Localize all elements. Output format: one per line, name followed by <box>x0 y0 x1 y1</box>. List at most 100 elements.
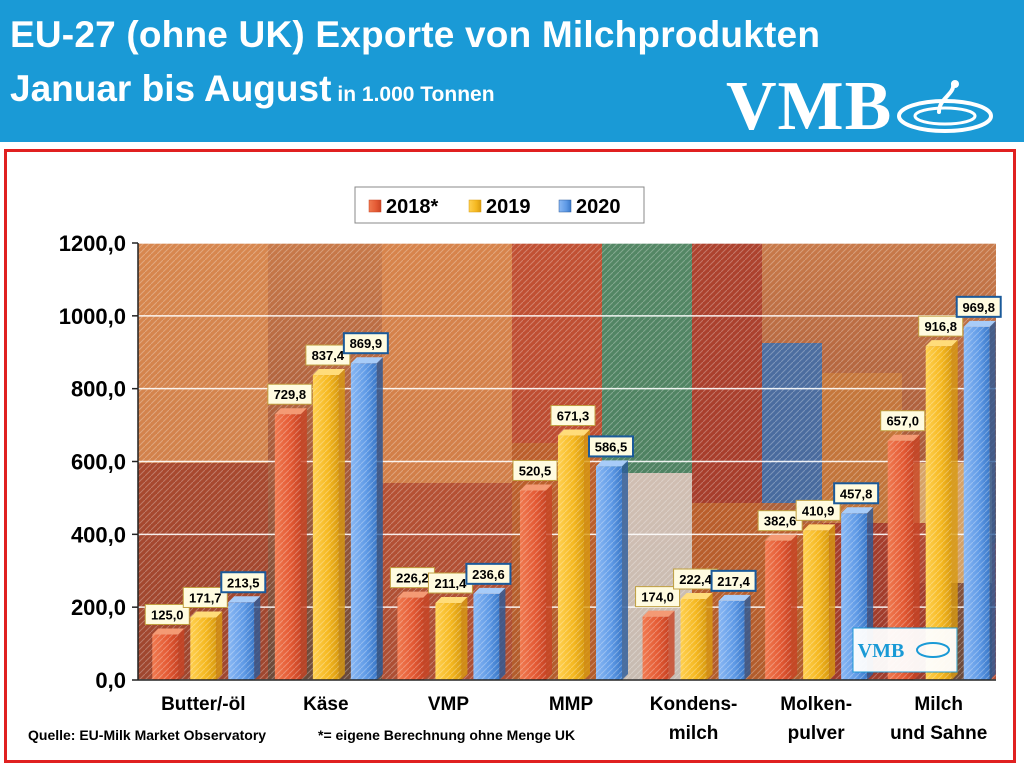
category-label: Käse <box>303 694 348 715</box>
bar-top <box>435 597 468 604</box>
data-label-box <box>635 586 681 608</box>
data-label-box <box>880 410 926 432</box>
data-label-box <box>710 569 757 592</box>
data-label: 520,5 <box>519 463 552 478</box>
bar-side <box>829 524 836 680</box>
bar-top <box>841 507 874 514</box>
data-label: 125,0 <box>151 607 184 622</box>
data-label: 410,9 <box>802 503 835 518</box>
y-tick-label: 1000,0 <box>59 304 126 329</box>
axes: 0,0 200,0 400,0 600,0 800,0 1000,0 1200,0 Butte… <box>59 231 996 744</box>
category-label: pulver <box>788 723 846 744</box>
bars <box>152 320 996 680</box>
legend-box <box>354 186 645 224</box>
data-label-box <box>955 295 1002 318</box>
data-label-box <box>144 603 190 625</box>
bar-side <box>668 610 675 680</box>
bar-side <box>300 408 307 680</box>
bar-side <box>951 340 958 680</box>
data-label-box <box>182 586 228 608</box>
y-tick-label: 200,0 <box>71 595 126 620</box>
bar-top <box>765 534 798 541</box>
data-label-box <box>588 435 634 458</box>
bar-top <box>397 591 430 598</box>
data-labels: 125,0 171,7 213,5 729,8 837,4 869,9 226,2 211,4… <box>144 295 1002 673</box>
data-label: 586,5 <box>595 439 628 454</box>
data-label: 671,3 <box>557 409 590 424</box>
data-label: 869,9 <box>350 336 383 351</box>
chart-frame: 0,0 200,0 400,0 600,0 800,0 1000,0 1200,0 Butte… <box>4 149 1016 763</box>
bar-side <box>499 587 506 680</box>
bar-top <box>190 611 223 618</box>
bar-top <box>596 460 628 467</box>
bar-top <box>520 484 552 491</box>
category-label: Molken- <box>780 694 852 715</box>
vmb-watermark-icon <box>916 642 950 658</box>
title-unit: in 1.000 Tonnen <box>337 83 495 106</box>
vmb-watermark-text: VMB <box>858 640 905 662</box>
bar-top <box>718 594 751 601</box>
bar-side <box>338 369 345 680</box>
data-label: 837,4 <box>312 348 345 363</box>
bar-side <box>546 484 552 680</box>
data-label: 222,4 <box>679 572 712 587</box>
bar-top <box>274 408 307 415</box>
data-label: 217,4 <box>717 574 750 589</box>
category-label: MMP <box>549 694 594 715</box>
y-tick-label: 400,0 <box>71 522 126 547</box>
data-label-box <box>220 571 267 594</box>
bar-chart: 0,0 200,0 400,0 600,0 800,0 1000,0 1200,0 Butte… <box>59 186 1002 744</box>
title-line-1: EU-27 (ohne UK) Exporte von Milchprodukt… <box>10 14 821 55</box>
data-label: 916,8 <box>924 319 957 334</box>
legend-label: 2020 <box>576 196 621 218</box>
bar-top <box>228 596 261 603</box>
bar-side <box>461 597 468 680</box>
data-label: 213,5 <box>227 575 260 590</box>
category-label: Butter/-öl <box>161 694 245 715</box>
data-label: 211,4 <box>435 576 468 591</box>
bar-side <box>254 596 261 680</box>
bar-side <box>216 611 223 680</box>
bar-top <box>963 320 996 327</box>
data-label: 729,8 <box>274 387 307 402</box>
bar-top <box>558 429 590 436</box>
bar-side <box>989 320 996 680</box>
bar-side <box>706 593 713 680</box>
legend-swatch <box>558 199 572 213</box>
bar-side <box>376 357 383 680</box>
bar-side <box>744 594 751 680</box>
bar-side <box>423 591 430 680</box>
data-label: 236,6 <box>472 567 505 582</box>
bar-side <box>178 628 185 680</box>
title-period: Januar bis August <box>10 68 332 109</box>
data-label-box <box>512 459 558 481</box>
vmb-watermark: VMB <box>852 627 958 673</box>
bar-top <box>473 587 506 594</box>
data-label-box <box>550 405 596 427</box>
bar-top <box>350 357 383 364</box>
data-label: 657,0 <box>886 414 919 429</box>
category-label: milch <box>669 723 719 744</box>
bar-side <box>913 434 920 680</box>
legend: 2018* 2019 2020 <box>354 186 645 224</box>
legend-label: 2018* <box>386 196 438 218</box>
vmb-logo: VMB <box>726 68 893 145</box>
y-tick-label: 0,0 <box>95 668 126 693</box>
data-label-box <box>342 332 389 355</box>
data-label: 226,2 <box>396 571 429 586</box>
bar-top <box>925 340 958 347</box>
y-tick-label: 800,0 <box>71 377 126 402</box>
category-label: VMP <box>428 694 470 715</box>
legend-swatch <box>468 199 482 213</box>
category-label: Milch <box>914 694 963 715</box>
bar-top <box>642 610 675 617</box>
data-label-box <box>833 482 880 505</box>
title-line-2: Januar bis August in 1.000 Tonnen <box>10 68 495 110</box>
category-label: Kondens- <box>650 694 738 715</box>
bar-side <box>622 460 628 680</box>
header-banner: EU-27 (ohne UK) Exporte von Milchprodukt… <box>0 0 1024 142</box>
y-tick-label: 600,0 <box>71 450 126 475</box>
legend-swatch <box>368 199 382 213</box>
data-label-box <box>305 344 351 366</box>
data-label: 382,6 <box>764 514 797 529</box>
